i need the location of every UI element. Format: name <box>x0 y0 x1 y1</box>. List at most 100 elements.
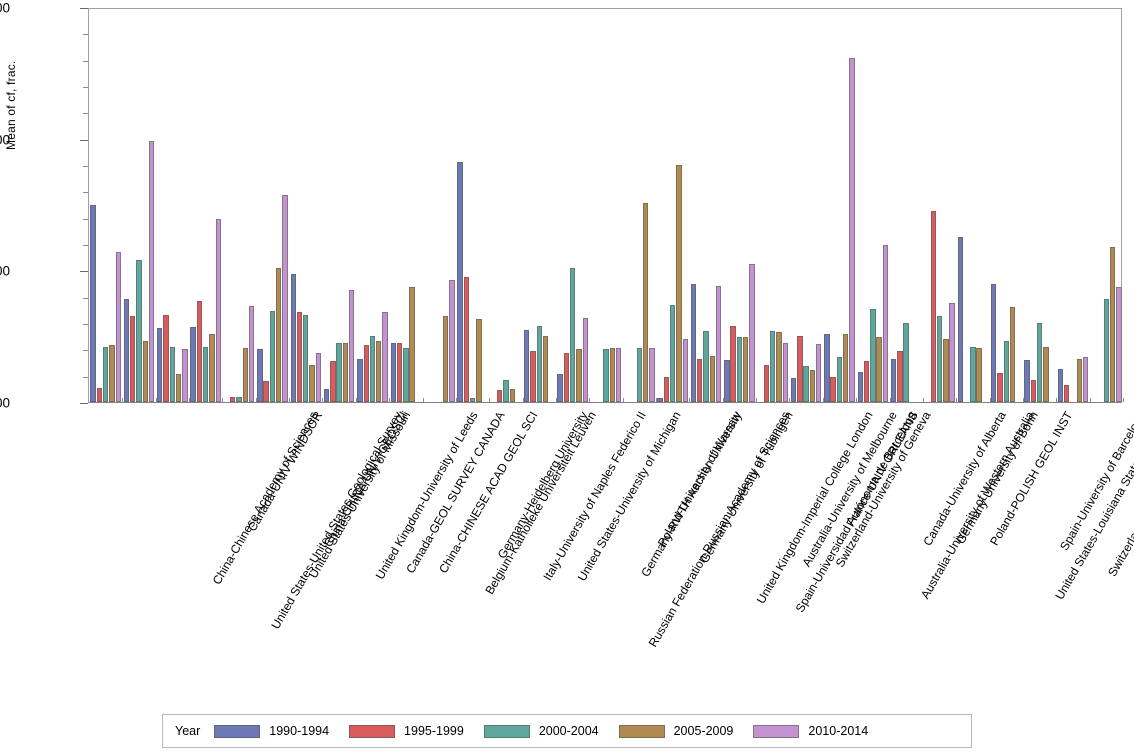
bar[interactable] <box>1043 346 1049 402</box>
bar[interactable] <box>857 371 863 402</box>
bar[interactable] <box>843 333 849 402</box>
bar[interactable] <box>790 378 797 402</box>
bar[interactable] <box>557 374 563 402</box>
bar[interactable] <box>670 304 676 402</box>
bar[interactable] <box>1063 384 1070 402</box>
bar[interactable] <box>449 279 455 402</box>
legend-entry[interactable]: 1990-1994 <box>214 724 329 738</box>
bar[interactable] <box>236 396 242 402</box>
bar[interactable] <box>703 330 709 402</box>
bar[interactable] <box>330 361 336 402</box>
bar[interactable] <box>749 263 755 402</box>
bar[interactable] <box>763 365 770 402</box>
legend-entry[interactable]: 2000-2004 <box>483 724 599 738</box>
bar[interactable] <box>890 358 897 402</box>
bar[interactable] <box>803 366 809 402</box>
bar[interactable] <box>863 361 870 402</box>
bar[interactable] <box>816 344 822 402</box>
bar[interactable] <box>957 237 963 402</box>
bar[interactable] <box>157 328 163 402</box>
bar[interactable] <box>290 274 296 402</box>
bar[interactable] <box>642 203 649 402</box>
bar[interactable] <box>1030 379 1036 402</box>
bar[interactable] <box>296 312 303 402</box>
bar[interactable] <box>90 204 96 402</box>
bar[interactable] <box>697 358 703 402</box>
bar[interactable] <box>96 387 103 402</box>
bar[interactable] <box>263 380 269 402</box>
bar[interactable] <box>142 341 148 402</box>
bar[interactable] <box>523 329 530 402</box>
bar[interactable] <box>1082 357 1089 402</box>
bar[interactable] <box>903 323 909 402</box>
bar[interactable] <box>576 349 582 402</box>
bar[interactable] <box>163 315 169 402</box>
bar[interactable] <box>369 336 376 402</box>
bar[interactable] <box>563 353 570 402</box>
bar[interactable] <box>248 305 255 402</box>
bar[interactable] <box>282 195 288 402</box>
bar[interactable] <box>230 396 236 402</box>
bar[interactable] <box>1103 299 1109 402</box>
bar[interactable] <box>169 346 176 402</box>
legend-entry[interactable]: 1995-1999 <box>349 724 464 738</box>
bar[interactable] <box>943 338 949 402</box>
bar[interactable] <box>649 348 655 402</box>
bar[interactable] <box>536 325 542 402</box>
bar[interactable] <box>849 58 855 402</box>
bar[interactable] <box>715 286 722 402</box>
bar[interactable] <box>970 346 976 402</box>
bar[interactable] <box>743 337 749 402</box>
bar[interactable] <box>148 141 155 402</box>
bar[interactable] <box>724 359 730 402</box>
bar[interactable] <box>123 299 130 402</box>
bar[interactable] <box>323 388 330 402</box>
bar[interactable] <box>109 345 115 402</box>
bar[interactable] <box>870 308 876 402</box>
bar[interactable] <box>190 326 196 402</box>
bar[interactable] <box>609 348 615 402</box>
bar[interactable] <box>403 348 409 402</box>
bar[interactable] <box>809 370 816 402</box>
bar[interactable] <box>276 267 282 402</box>
bar[interactable] <box>709 355 716 402</box>
bar[interactable] <box>776 332 782 402</box>
bar[interactable] <box>382 312 388 402</box>
bar[interactable] <box>242 348 249 402</box>
bar[interactable] <box>469 398 476 402</box>
bar[interactable] <box>682 338 688 402</box>
bar[interactable] <box>342 342 349 402</box>
bar[interactable] <box>102 346 109 402</box>
bar[interactable] <box>442 316 449 402</box>
bar[interactable] <box>663 376 670 402</box>
bar[interactable] <box>315 353 322 402</box>
bar[interactable] <box>215 218 222 402</box>
bar[interactable] <box>136 259 142 402</box>
bar[interactable] <box>730 325 736 402</box>
bar[interactable] <box>1116 287 1122 402</box>
bar[interactable] <box>1003 341 1009 402</box>
bar[interactable] <box>930 211 936 402</box>
bar[interactable] <box>657 398 663 402</box>
bar[interactable] <box>582 317 588 402</box>
bar[interactable] <box>463 276 469 402</box>
bar[interactable] <box>836 357 843 402</box>
bar[interactable] <box>830 376 836 402</box>
bar[interactable] <box>542 336 549 402</box>
bar[interactable] <box>457 162 463 402</box>
bar[interactable] <box>976 348 982 402</box>
bar[interactable] <box>936 316 943 402</box>
bar[interactable] <box>676 165 682 402</box>
bar[interactable] <box>897 350 903 402</box>
bar[interactable] <box>203 346 209 402</box>
bar[interactable] <box>569 267 576 402</box>
bar[interactable] <box>182 349 188 402</box>
bar[interactable] <box>530 350 536 402</box>
bar[interactable] <box>257 349 263 402</box>
bar[interactable] <box>363 345 369 402</box>
bar[interactable] <box>736 337 743 402</box>
bar[interactable] <box>115 251 121 402</box>
bar[interactable] <box>1076 358 1082 402</box>
bar[interactable] <box>990 283 997 402</box>
bar[interactable] <box>309 365 315 402</box>
